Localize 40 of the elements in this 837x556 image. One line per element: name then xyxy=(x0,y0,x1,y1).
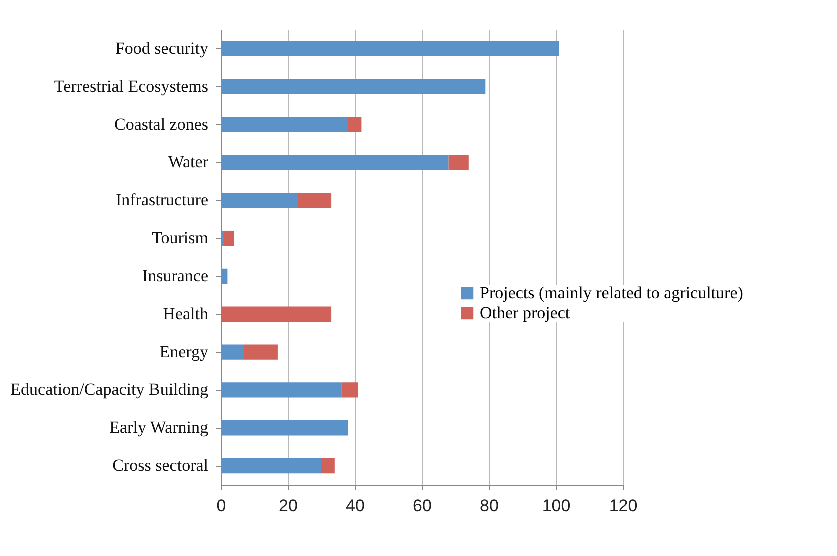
y-tick-label: Education/Capacity Building xyxy=(10,380,209,400)
bar xyxy=(348,117,362,132)
bar xyxy=(221,193,298,208)
bar xyxy=(221,155,449,170)
y-tick-label: Coastal zones xyxy=(114,114,208,134)
x-tick-label: 0 xyxy=(216,496,226,516)
x-tick-label: 20 xyxy=(279,496,298,516)
x-tick-label: 40 xyxy=(346,496,365,516)
bar xyxy=(221,268,228,284)
legend-label: Other project xyxy=(480,304,570,322)
legend-label: Projects (mainly related to agriculture) xyxy=(480,284,744,302)
bar xyxy=(221,306,332,322)
y-tick-label: Cross sectoral xyxy=(112,456,209,476)
y-tick-label: Infrastructure xyxy=(116,190,208,210)
y-tick-label: Early Warning xyxy=(110,418,209,438)
bar xyxy=(244,344,278,360)
bar xyxy=(221,382,342,398)
bar xyxy=(221,344,244,360)
bar xyxy=(221,458,322,474)
bar xyxy=(342,382,358,398)
bar xyxy=(448,155,469,170)
bar xyxy=(221,420,348,436)
y-tick-label: Insurance xyxy=(142,266,208,286)
bar xyxy=(298,193,332,208)
y-tick-label: Terrestrial Ecosystems xyxy=(54,76,208,96)
bar xyxy=(322,458,335,474)
bar xyxy=(221,230,224,246)
bar xyxy=(224,230,234,246)
x-tick-label: 80 xyxy=(480,496,499,516)
y-tick-label: Energy xyxy=(160,342,209,362)
bar xyxy=(221,117,348,132)
x-tick-label: 120 xyxy=(609,496,638,516)
y-tick-label: Food security xyxy=(115,38,209,58)
y-tick-label: Tourism xyxy=(152,228,208,248)
y-tick-label: Water xyxy=(168,152,209,172)
bar xyxy=(221,41,560,57)
y-tick-label: Health xyxy=(163,304,209,324)
x-tick-label: 100 xyxy=(542,496,571,516)
bar xyxy=(221,79,486,94)
x-tick-label: 60 xyxy=(413,496,432,516)
